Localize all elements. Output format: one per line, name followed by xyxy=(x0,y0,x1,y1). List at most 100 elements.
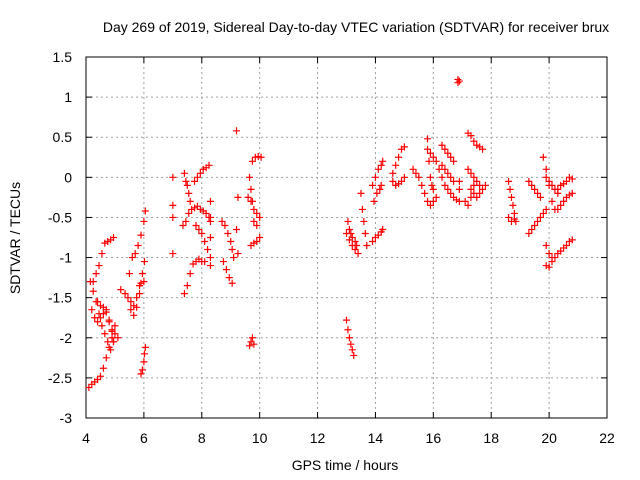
data-point xyxy=(256,213,264,221)
data-point xyxy=(186,270,194,278)
data-point xyxy=(467,132,475,140)
data-point xyxy=(528,181,536,189)
data-point xyxy=(370,197,378,205)
data-point xyxy=(377,161,385,169)
data-point xyxy=(351,246,359,254)
data-point xyxy=(536,213,544,221)
data-point xyxy=(136,290,144,298)
data-point xyxy=(363,242,371,250)
data-point xyxy=(99,364,107,372)
data-point xyxy=(389,177,397,185)
data-point xyxy=(182,217,190,225)
data-point xyxy=(105,318,113,326)
series-arc-f7 xyxy=(438,141,458,165)
x-tick-label: 12 xyxy=(310,430,326,446)
series-arc-d6 xyxy=(247,234,264,250)
data-point xyxy=(114,334,122,342)
data-point xyxy=(454,79,462,87)
data-point xyxy=(218,217,226,225)
data-point xyxy=(539,209,547,217)
data-point xyxy=(429,153,437,161)
series-arc-h4 xyxy=(525,177,544,201)
data-point xyxy=(102,354,110,362)
chart-title: Day 269 of 2019, Sidereal Day-to-day VTE… xyxy=(103,19,609,35)
series-arc-h7 xyxy=(542,236,576,266)
data-point xyxy=(133,294,141,302)
y-tick-label: 1 xyxy=(64,89,72,105)
data-point xyxy=(228,279,236,287)
data-point xyxy=(360,217,368,225)
data-point xyxy=(225,274,233,282)
data-point xyxy=(455,185,463,193)
data-point xyxy=(96,314,104,322)
data-point xyxy=(539,153,547,161)
series-arc-h2 xyxy=(505,213,518,225)
data-point xyxy=(117,286,125,294)
data-point xyxy=(140,258,148,266)
data-point xyxy=(444,149,452,157)
data-point xyxy=(548,197,556,205)
series-arc-c1 xyxy=(169,173,177,258)
x-axis-label: GPS time / hours xyxy=(292,457,399,473)
x-tick-label: 18 xyxy=(483,430,499,446)
data-point xyxy=(257,153,265,161)
data-point xyxy=(137,370,145,378)
series-arc-d1 xyxy=(218,217,238,262)
y-tick-label: -0.5 xyxy=(48,209,72,225)
series-arc-e3 xyxy=(343,229,362,258)
series-arc-f1 xyxy=(389,143,408,177)
data-point xyxy=(562,242,570,250)
series-arc-h1 xyxy=(505,177,520,225)
series-arc-c3 xyxy=(179,202,214,229)
data-point xyxy=(441,145,449,153)
data-point xyxy=(432,157,440,165)
series-arc-a5 xyxy=(94,298,116,335)
data-point xyxy=(432,193,440,201)
data-point xyxy=(250,340,258,348)
data-point xyxy=(169,250,177,258)
data-point xyxy=(361,229,369,237)
data-point xyxy=(509,201,517,209)
data-point xyxy=(377,181,385,189)
data-point xyxy=(421,189,429,197)
series-arc-g1 xyxy=(464,129,487,153)
data-point xyxy=(373,189,381,197)
data-point xyxy=(447,173,455,181)
data-point xyxy=(169,201,177,209)
series-arc-f6 xyxy=(438,161,458,185)
data-point xyxy=(450,157,458,165)
data-point xyxy=(169,173,177,181)
data-point xyxy=(141,207,149,215)
data-point xyxy=(137,231,145,239)
series-arc-b2 xyxy=(125,207,149,278)
data-point xyxy=(429,197,437,205)
series-arc-h9 xyxy=(554,173,576,193)
data-point xyxy=(141,343,149,351)
series-arc-c6 xyxy=(192,221,212,254)
data-point xyxy=(228,246,236,254)
data-point xyxy=(95,262,103,270)
data-point xyxy=(568,189,576,197)
data-point xyxy=(230,254,238,262)
data-point xyxy=(344,217,352,225)
data-point xyxy=(395,153,403,161)
series-arc-c4 xyxy=(191,161,213,185)
data-point xyxy=(92,270,100,278)
data-point xyxy=(425,157,433,165)
data-point xyxy=(531,185,539,193)
data-point xyxy=(250,205,258,213)
data-point xyxy=(186,197,194,205)
data-point xyxy=(348,242,356,250)
series-arc-g4 xyxy=(461,181,478,209)
data-point xyxy=(234,250,242,258)
data-point xyxy=(180,290,188,298)
x-tick-label: 20 xyxy=(541,430,557,446)
axis-ticks xyxy=(85,56,608,419)
y-tick-label: -1 xyxy=(60,250,73,266)
data-point xyxy=(444,169,452,177)
data-point xyxy=(125,270,133,278)
data-point xyxy=(206,254,214,262)
data-point xyxy=(102,308,110,316)
data-point xyxy=(525,229,533,237)
series-arc-h3 xyxy=(525,205,550,237)
